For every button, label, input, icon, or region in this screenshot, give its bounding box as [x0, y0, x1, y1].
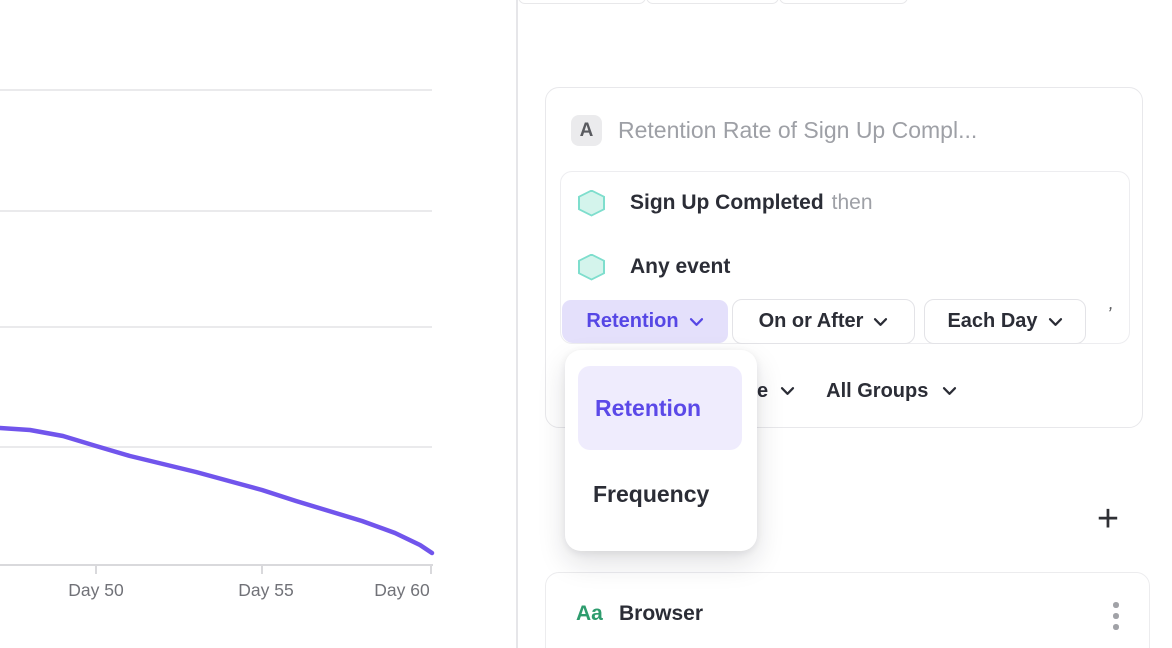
query-builder-panel: A Retention Rate of Sign Up Compl... Sig… — [518, 0, 1172, 648]
measure-dropdown-label: Retention — [586, 310, 679, 332]
all-groups-dropdown[interactable]: All Groups — [826, 379, 929, 402]
metric-name-input[interactable]: Retention Rate of Sign Up Compl... — [618, 117, 978, 143]
window-dropdown-button[interactable]: On or After — [732, 299, 915, 344]
interval-dropdown-label: Each Day — [947, 310, 1038, 332]
event-hexagon-icon — [578, 189, 605, 217]
add-breakdown-button[interactable]: + — [1088, 499, 1128, 539]
kebab-menu-icon[interactable] — [1110, 602, 1122, 635]
clipped-glyph-fragment: ’ — [1104, 303, 1114, 326]
events-card: Sign Up Completed then Any event Retenti… — [560, 171, 1130, 344]
clipped-toolbar-segment — [518, 0, 646, 4]
event-hexagon-icon — [578, 253, 605, 281]
metric-letter-badge: A — [571, 115, 602, 146]
retention-chart: Day 50 Day 55 Day 60 — [0, 0, 517, 648]
clipped-toolbar-segment — [779, 0, 908, 4]
groups-filter-row: e All Groups — [757, 369, 957, 413]
interval-dropdown-button[interactable]: Each Day — [924, 299, 1086, 344]
x-tick-label: Day 50 — [68, 580, 124, 600]
chevron-down-icon — [874, 317, 888, 326]
property-type-badge: Aa — [576, 602, 603, 625]
measure-dropdown-button[interactable]: Retention — [562, 300, 728, 343]
retention-line-series — [0, 425, 435, 556]
event-row-first[interactable]: Sign Up Completed then — [578, 189, 873, 217]
event-name[interactable]: Any event — [630, 255, 731, 278]
chart-canvas — [0, 89, 435, 574]
breakdown-property-name[interactable]: Browser — [619, 602, 704, 625]
clipped-toolbar-segment — [646, 0, 779, 4]
measure-dropdown-menu: Retention Frequency — [565, 350, 757, 551]
event-row-return[interactable]: Any event — [578, 253, 730, 281]
chevron-down-icon — [1048, 317, 1062, 326]
pane-divider — [516, 0, 518, 648]
chevron-down-icon — [943, 387, 957, 395]
menu-item-frequency[interactable]: Frequency — [593, 481, 710, 507]
clipped-dropdown-text[interactable]: e — [757, 379, 769, 402]
window-dropdown-label: On or After — [758, 310, 864, 332]
x-tick-label: Day 55 — [238, 580, 294, 600]
chevron-down-icon — [781, 387, 795, 395]
event-name[interactable]: Sign Up Completed — [630, 191, 824, 214]
x-tick-label: Day 60 — [374, 580, 430, 600]
chevron-down-icon — [689, 317, 703, 326]
menu-item-retention[interactable]: Retention — [578, 366, 742, 450]
event-suffix-then: then — [831, 191, 873, 214]
breakdown-card: Aa Browser — [545, 572, 1150, 648]
